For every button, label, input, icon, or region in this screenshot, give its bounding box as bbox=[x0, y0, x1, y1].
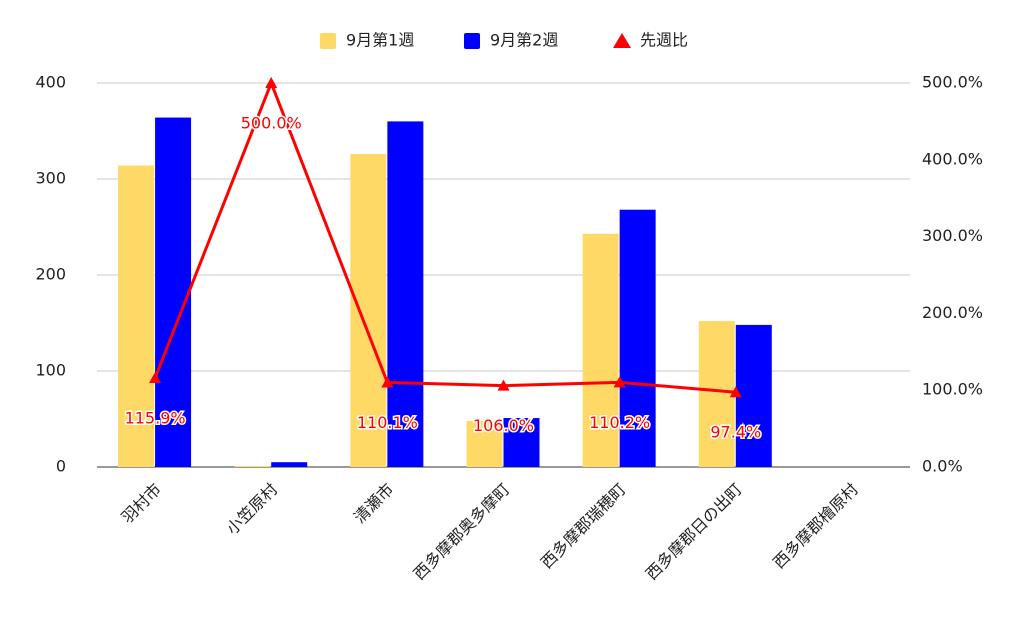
y-tick-label: 200 bbox=[35, 265, 66, 284]
bar bbox=[387, 121, 424, 468]
bar bbox=[234, 466, 271, 467]
bar bbox=[271, 462, 308, 467]
x-tick-label: 羽村市 bbox=[118, 480, 165, 527]
legend-label: 先週比 bbox=[640, 31, 688, 50]
y-tick-label: 0 bbox=[56, 457, 66, 476]
line-marker bbox=[613, 376, 626, 388]
legend-marker bbox=[613, 33, 631, 48]
bar bbox=[619, 209, 656, 467]
bar bbox=[466, 420, 503, 467]
y2-tick-label: 400.0% bbox=[922, 149, 983, 168]
legend-label: 9月第1週 bbox=[346, 31, 414, 50]
y2-tick-label: 100.0% bbox=[922, 380, 983, 399]
legend-marker bbox=[320, 33, 336, 49]
bar bbox=[582, 233, 619, 467]
data-label: 110.2% bbox=[589, 413, 650, 432]
legend-label: 9月第2週 bbox=[490, 31, 558, 50]
y2-tick-label: 200.0% bbox=[922, 303, 983, 322]
x-tick-label: 西多摩郡檜原村 bbox=[769, 480, 862, 573]
y-tick-label: 100 bbox=[35, 361, 66, 380]
line-marker bbox=[497, 379, 510, 391]
x-tick-label: 西多摩郡瑞穂町 bbox=[537, 480, 630, 573]
data-label: 500.0% bbox=[241, 114, 302, 133]
data-label: 115.9% bbox=[125, 408, 186, 427]
bar bbox=[735, 324, 772, 467]
legend-marker bbox=[464, 33, 480, 49]
bar bbox=[698, 321, 735, 467]
data-label: 106.0% bbox=[473, 416, 534, 435]
y2-tick-label: 500.0% bbox=[922, 73, 983, 92]
bar bbox=[350, 154, 387, 468]
bar bbox=[503, 418, 540, 467]
line bbox=[153, 78, 736, 394]
line-marker bbox=[149, 371, 162, 383]
x-tick-label: 西多摩郡日の出町 bbox=[642, 480, 746, 584]
data-label: 110.1% bbox=[357, 413, 418, 432]
bar bbox=[155, 117, 192, 467]
line-marker bbox=[729, 386, 742, 398]
line-marker bbox=[265, 77, 278, 88]
y-tick-label: 400 bbox=[35, 73, 66, 92]
x-tick-label: 小笠原村 bbox=[223, 480, 282, 539]
line-marker bbox=[381, 376, 394, 388]
x-tick-label: 清瀬市 bbox=[350, 480, 397, 527]
data-label: 97.4% bbox=[710, 423, 761, 442]
bar bbox=[118, 165, 155, 467]
y2-tick-label: 0.0% bbox=[922, 457, 963, 476]
x-tick-label: 西多摩郡奥多摩町 bbox=[410, 480, 514, 584]
y2-tick-label: 300.0% bbox=[922, 226, 983, 245]
y-tick-label: 300 bbox=[35, 169, 66, 188]
